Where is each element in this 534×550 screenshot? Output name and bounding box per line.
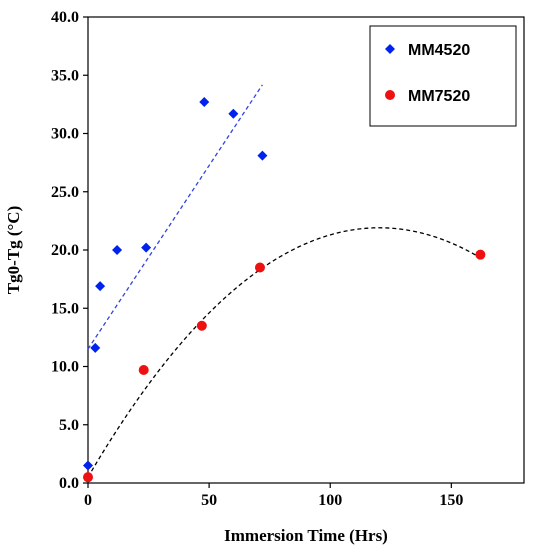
data-point-mm4520 xyxy=(112,245,123,255)
data-point-mm7520 xyxy=(475,249,486,260)
y-tick-label: 10.0 xyxy=(51,359,79,376)
x-tick-label: 0 xyxy=(84,492,92,509)
data-point-mm4520 xyxy=(141,242,152,253)
y-tick-label: 30.0 xyxy=(51,126,79,143)
data-point-mm4520 xyxy=(228,108,239,119)
y-tick-label: 40.0 xyxy=(51,9,79,26)
y-axis-title: Tg0-Tg (°C) xyxy=(4,206,23,295)
y-tick-label: 15.0 xyxy=(51,300,79,317)
data-point-mm4520 xyxy=(95,281,106,292)
x-axis: 0 50 100 150 xyxy=(84,483,463,509)
x-tick-label: 50 xyxy=(201,492,217,509)
y-tick-label: 5.0 xyxy=(59,417,79,434)
trendline-mm4520 xyxy=(87,84,263,350)
legend-box xyxy=(369,25,517,127)
x-axis-title: Immersion Time (Hrs) xyxy=(224,526,388,545)
legend-marker-mm7520 xyxy=(385,90,395,100)
y-tick-label: 20.0 xyxy=(51,242,79,259)
data-point-mm7520 xyxy=(138,364,149,375)
data-point-mm4520 xyxy=(90,342,101,353)
y-axis: 0.0 5.0 10.0 15.0 20.0 25.0 30.0 35.0 40.0 xyxy=(51,9,88,492)
y-tick-label: 35.0 xyxy=(51,67,79,84)
data-point-mm7520 xyxy=(83,472,93,483)
legend-marker-mm4520 xyxy=(385,44,395,54)
x-tick-label: 150 xyxy=(439,492,463,509)
x-tick-label: 100 xyxy=(318,492,342,509)
data-markers xyxy=(83,97,486,483)
legend: MM4520 MM7520 xyxy=(369,25,517,127)
data-point-mm7520 xyxy=(196,320,207,331)
trendline-mm7520 xyxy=(87,227,481,478)
trendlines xyxy=(87,84,481,478)
legend-label-mm7520: MM7520 xyxy=(408,88,470,105)
data-point-mm4520 xyxy=(257,150,268,161)
legend-label-mm4520: MM4520 xyxy=(408,42,470,59)
data-point-mm4520 xyxy=(83,460,93,471)
data-point-mm4520 xyxy=(199,97,210,108)
y-tick-label: 0.0 xyxy=(59,475,79,492)
y-tick-label: 25.0 xyxy=(51,184,79,201)
data-point-mm7520 xyxy=(254,262,265,273)
